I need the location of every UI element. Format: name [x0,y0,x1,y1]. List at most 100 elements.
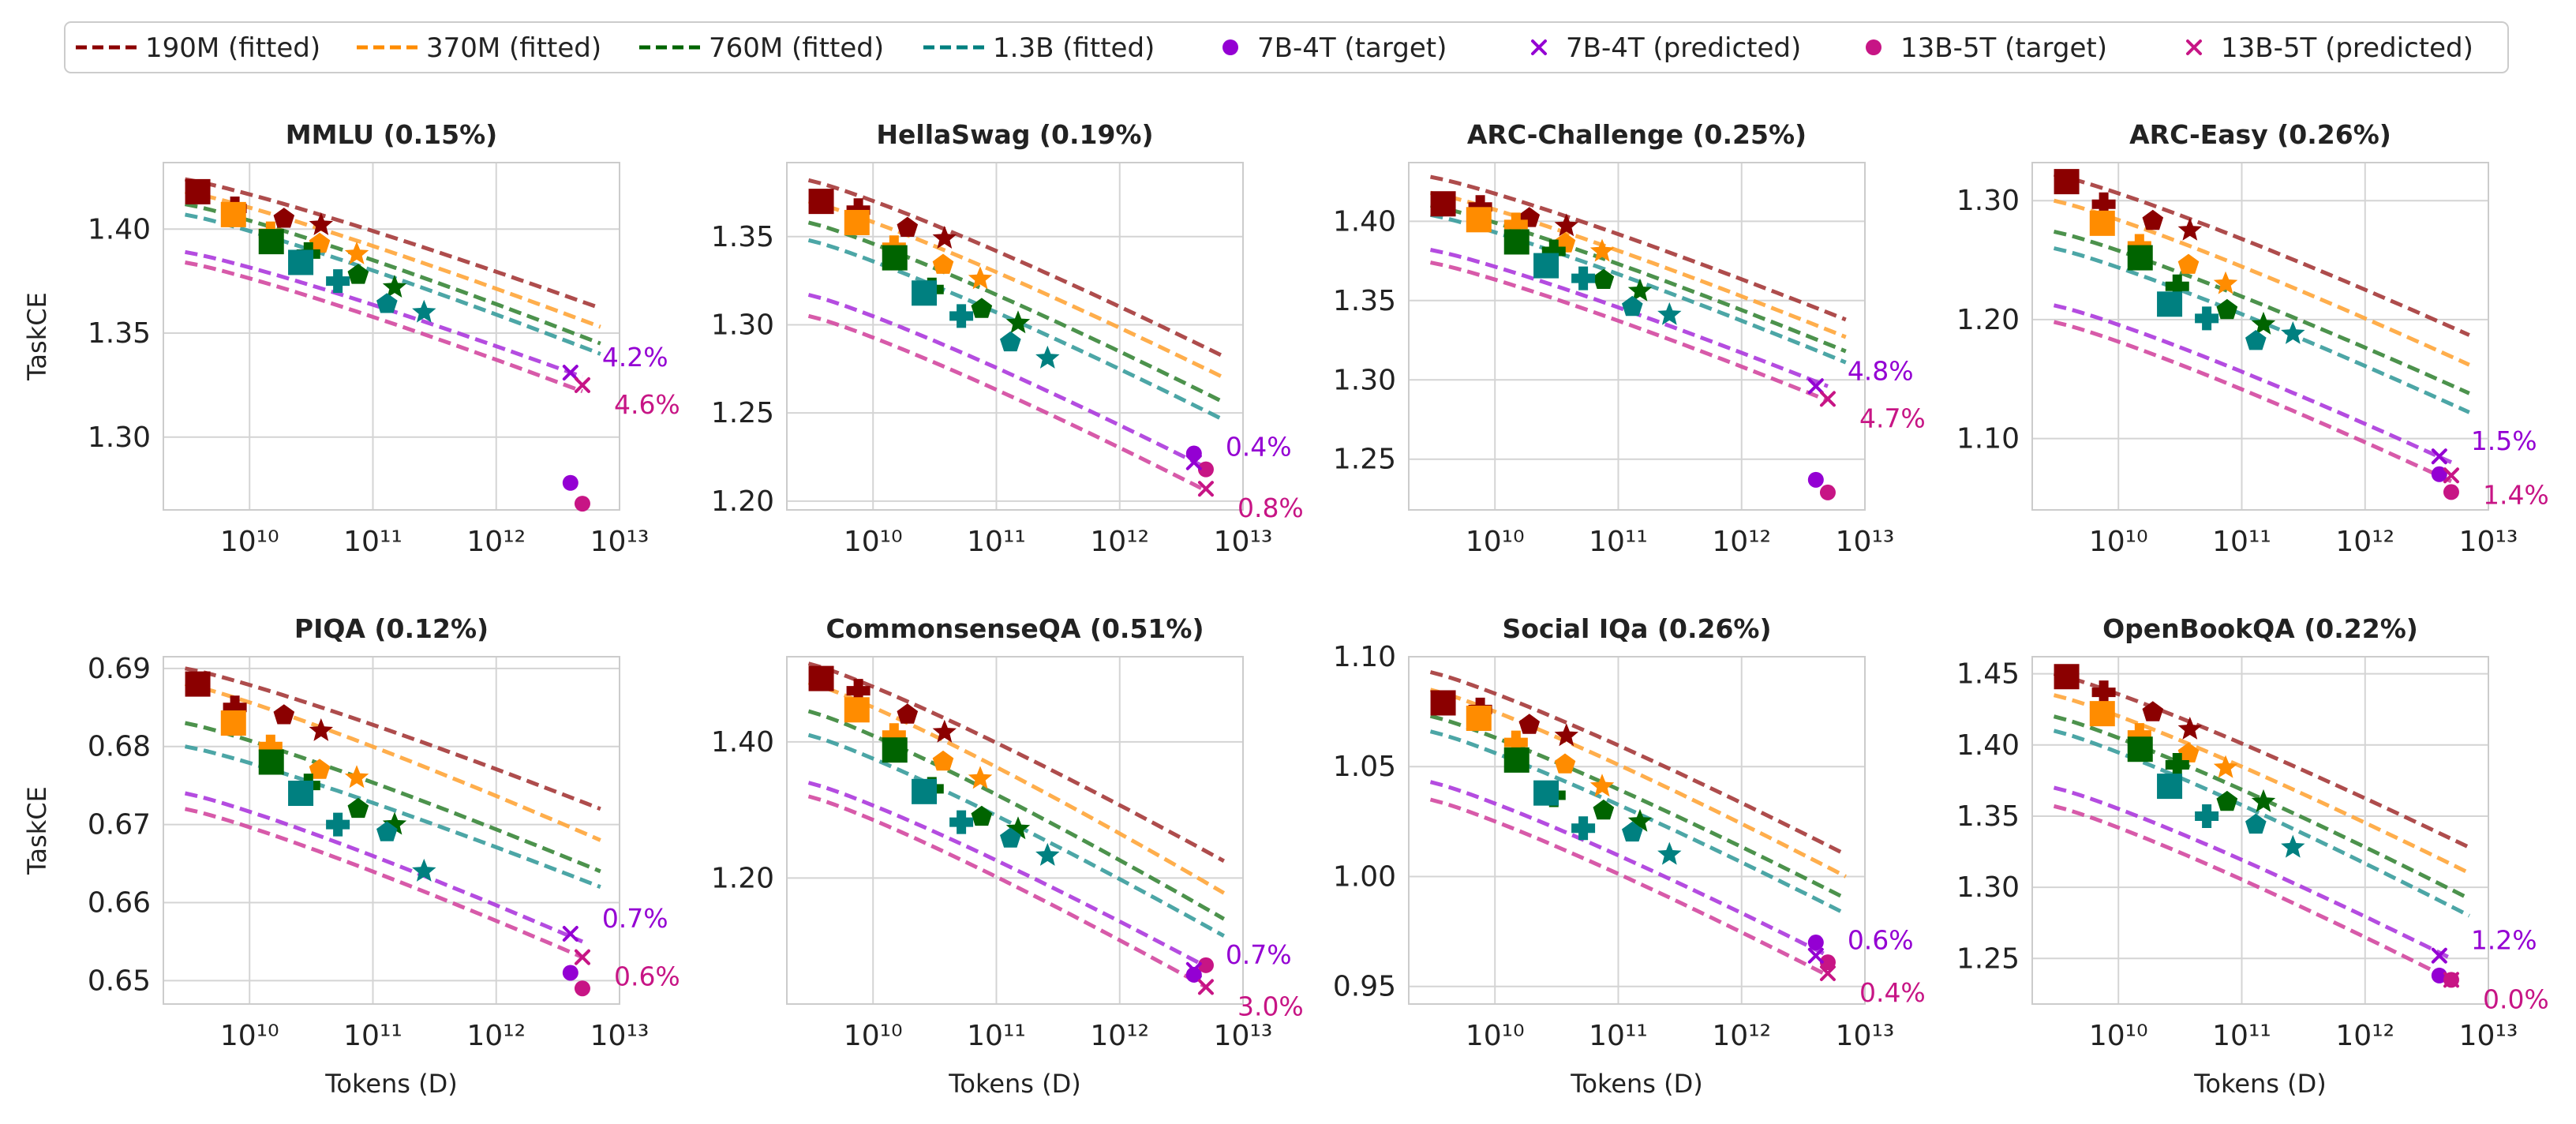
data-point-1-3b [1657,841,1682,865]
data-point-190m [2091,192,2116,216]
data-point-370m [344,765,369,789]
target-point-13b-5t [1819,484,1836,500]
fit-line-760m [185,202,601,346]
y-tick-label: 1.10 [1333,641,1396,673]
data-point-760m [2216,790,2238,811]
plot-frame [1408,656,1866,1005]
data-point-370m [932,253,954,274]
y-tick-label: 1.20 [711,862,774,894]
fit-line-760m [184,721,601,874]
data-point-190m [1430,191,1456,217]
data-point-1-3b [1000,331,1021,352]
data-point-1-3b [1533,253,1559,279]
data-point-190m [808,665,834,691]
prediction-error-label: 4.2% [602,342,668,373]
y-tick-label: 0.65 [88,965,151,997]
x-tick-label: 10¹³ [1836,526,1895,558]
data-point-370m [309,759,331,779]
y-axis-label: TaskCE [22,786,52,875]
y-tick-label: 1.10 [1956,423,2020,455]
data-point-370m [968,266,993,290]
data-point-1-3b [326,812,350,837]
fit-line-13b-5t [807,313,1208,493]
prediction-error-label: 0.6% [614,961,680,992]
legend-entry: 760M (fitted) [639,32,884,64]
x-tick-label: 10¹² [2335,1020,2394,1052]
data-point-190m [897,703,919,724]
data-point-190m [808,189,834,215]
data-point-1-3b [288,781,314,807]
subplot-title: PIQA (0.12%) [294,613,489,644]
data-point-190m [2091,680,2116,705]
data-point-370m [220,710,246,736]
fit-line-190m [807,661,1225,863]
data-point-190m [2054,664,2080,690]
data-point-190m [932,719,957,743]
subplot: 10¹⁰ 10¹¹ 10¹² 10¹³ 1.25 1.30 1.35 1.40 ARC-Chal… [1333,119,1926,558]
data-point-760m [1627,278,1653,302]
y-tick-label: 1.35 [1956,800,2020,833]
subplot: 10¹⁰ 10¹¹ 10¹² 10¹³ 1.20 1.40 CommonsenseQA (0… [711,613,1304,1099]
y-tick-label: 1.05 [1333,751,1396,783]
prediction-error-label: 0.0% [2483,984,2549,1014]
data-point-760m [882,245,908,271]
legend-label: 7B-4T (target) [1257,32,1447,64]
prediction-error-label: 4.6% [614,389,680,420]
x-tick-label: 10¹² [1712,1020,1771,1052]
x-tick-label: 10¹⁰ [220,526,279,558]
plot-frame [2031,656,2489,1005]
data-point-1-3b [2281,321,2305,344]
subplot-title: ARC-Easy (0.26%) [2129,119,2391,150]
data-point-1-3b [2245,330,2267,350]
x-tick-label: 10¹² [1712,526,1771,558]
y-tick-label: 1.40 [711,726,774,759]
legend-entry: 1.3B (fitted) [923,32,1155,64]
data-point-190m [1554,723,1578,747]
fit-line-370m [1429,190,1847,339]
x-tick-label: 10¹³ [590,526,650,558]
x-tick-label: 10¹¹ [343,526,402,558]
fit-line-190m [1429,174,1847,322]
prediction-error-label: 1.5% [2471,425,2537,456]
data-point-760m [347,797,369,819]
data-point-190m [846,679,871,703]
fit-line-7b-4t [1429,248,1829,388]
target-point-13b-5t [2443,484,2459,500]
data-point-760m [1541,239,1566,264]
target-point-7b-4t [1185,445,1202,462]
prediction-error-label: 0.7% [1226,939,1292,970]
data-point-370m [309,232,331,253]
panels: 10¹⁰ 10¹¹ 10¹² 10¹³ 1.30 1.35 1.40 MMLU (0.15%)… [22,119,2549,1099]
x-tick-label: 10¹¹ [1589,1020,1648,1052]
data-point-760m [2165,753,2189,777]
subplot-title: MMLU (0.15%) [286,119,497,150]
data-point-1-3b [376,293,398,313]
fit-line-760m [807,709,1226,921]
data-point-760m [2251,311,2276,335]
fit-line-13b-5t [184,807,583,959]
y-tick-label: 1.40 [88,213,151,245]
data-point-1-3b [912,280,938,306]
data-point-370m [2213,755,2238,778]
target-point-7b-4t [562,965,578,981]
y-tick-label: 0.68 [88,731,151,763]
legend-entry: 13B-5T (predicted) [2186,32,2473,64]
x-tick-label: 10¹¹ [343,1020,402,1052]
legend-label: 760M (fitted) [709,32,884,64]
fit-line-1-3b [807,732,1226,938]
data-point-370m [1589,238,1615,262]
x-tick-label: 10¹¹ [967,526,1026,558]
data-point-1-3b [412,858,436,882]
data-point-1-3b [412,299,436,323]
target-point-7b-4t [2431,967,2447,984]
x-tick-label: 10¹³ [1214,1020,1273,1052]
data-point-370m [968,766,993,789]
fit-line-190m [185,177,601,310]
y-tick-label: 1.30 [711,309,774,341]
data-point-370m [258,734,283,759]
x-tick-label: 10¹¹ [1589,526,1648,558]
data-point-370m [344,241,369,264]
y-tick-label: 1.35 [1333,285,1396,317]
data-point-190m [1554,213,1578,237]
data-point-1-3b [1000,827,1021,848]
